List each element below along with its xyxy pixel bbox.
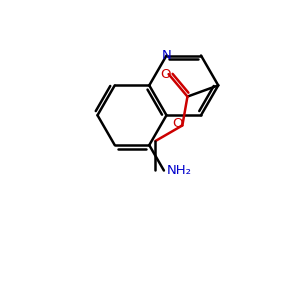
- Text: O: O: [172, 118, 183, 130]
- Text: O: O: [160, 68, 171, 81]
- Text: NH₂: NH₂: [167, 164, 192, 177]
- Text: N: N: [162, 49, 171, 62]
